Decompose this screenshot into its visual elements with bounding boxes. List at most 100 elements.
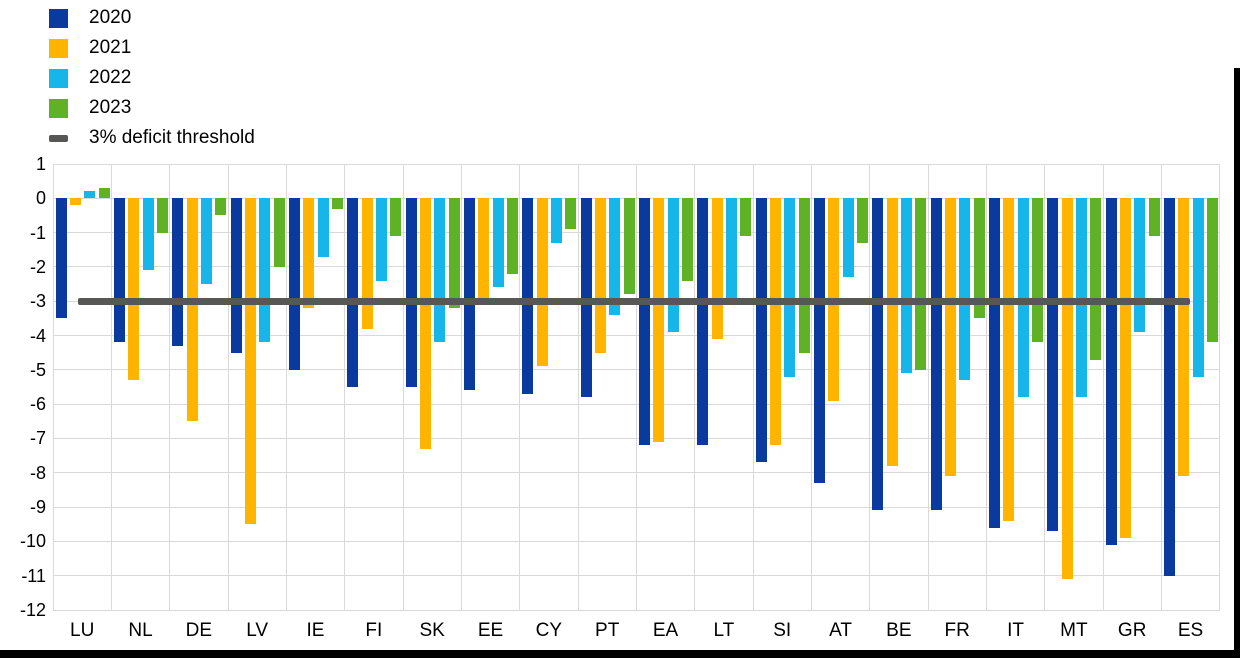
legend-color-swatch bbox=[49, 39, 68, 58]
bar-es-2021 bbox=[1178, 198, 1190, 477]
bar-es-2023 bbox=[1207, 198, 1218, 343]
y-axis-tick-label: -10 bbox=[19, 531, 46, 552]
legend-item-2020: 2020 bbox=[0, 7, 320, 29]
bar-mt-2021 bbox=[1061, 198, 1073, 580]
bar-be-2023 bbox=[915, 198, 927, 370]
y-axis-tick-label: 1 bbox=[35, 154, 46, 174]
bar-fi-2021 bbox=[361, 198, 373, 329]
bar-lu-2020 bbox=[55, 198, 67, 319]
bar-cy-2022 bbox=[550, 198, 562, 243]
bar-de-2022 bbox=[200, 198, 212, 285]
h-gridline bbox=[53, 609, 1220, 611]
y-axis-tick-label: -1 bbox=[29, 222, 46, 243]
bar-ea-2023 bbox=[682, 198, 693, 281]
bar-de-2020 bbox=[172, 198, 184, 346]
bar-lt-2023 bbox=[740, 198, 752, 237]
bar-lv-2022 bbox=[259, 198, 271, 343]
bar-ee-2022 bbox=[492, 198, 504, 288]
y-axis-tick-label: -7 bbox=[29, 428, 46, 449]
v-gridline bbox=[635, 164, 637, 610]
y-axis-tick-label: -8 bbox=[29, 462, 46, 483]
v-gridline bbox=[52, 164, 54, 610]
y-axis-tick-label: 0 bbox=[35, 188, 46, 209]
bar-ea-2021 bbox=[653, 198, 665, 442]
bar-ee-2021 bbox=[478, 198, 490, 305]
bar-lt-2020 bbox=[697, 198, 709, 446]
v-gridline bbox=[810, 164, 812, 610]
v-gridline bbox=[1160, 164, 1162, 610]
bar-fr-2021 bbox=[944, 198, 956, 477]
bar-gr-2020 bbox=[1105, 198, 1117, 545]
x-axis-label-nl: NL bbox=[128, 620, 153, 641]
bar-pt-2021 bbox=[594, 198, 606, 353]
bar-pt-2023 bbox=[623, 198, 635, 295]
legend-label: 3% deficit threshold bbox=[89, 127, 255, 148]
bar-be-2021 bbox=[886, 198, 898, 466]
x-axis-label-ie: IE bbox=[306, 620, 325, 641]
window-edge-bottom bbox=[0, 650, 1240, 658]
bar-it-2020 bbox=[988, 198, 1000, 528]
bar-sk-2023 bbox=[448, 198, 460, 309]
bar-si-2020 bbox=[755, 198, 767, 463]
bar-ie-2020 bbox=[288, 198, 300, 370]
bar-nl-2020 bbox=[113, 198, 125, 343]
bar-cy-2021 bbox=[536, 198, 548, 367]
x-axis-label-es: ES bbox=[1177, 620, 1204, 641]
bar-ie-2021 bbox=[303, 198, 315, 309]
v-gridline bbox=[227, 164, 229, 610]
bar-fr-2020 bbox=[930, 198, 942, 511]
bar-de-2023 bbox=[215, 198, 227, 216]
bar-be-2022 bbox=[900, 198, 912, 374]
window-edge-right bbox=[1234, 68, 1240, 658]
y-axis-tick-label: -12 bbox=[19, 600, 46, 620]
bar-at-2023 bbox=[857, 198, 868, 243]
bar-at-2022 bbox=[842, 198, 854, 278]
x-axis-label-it: IT bbox=[1007, 620, 1024, 641]
x-axis-label-lt: LT bbox=[713, 620, 735, 641]
x-axis-label-cy: CY bbox=[535, 620, 563, 641]
legend-label: 2020 bbox=[89, 7, 132, 28]
bar-cy-2023 bbox=[565, 198, 577, 230]
x-axis-label-lu: LU bbox=[70, 620, 95, 641]
v-gridline bbox=[1044, 164, 1046, 610]
y-axis-tick-label: -4 bbox=[29, 325, 46, 346]
v-gridline bbox=[1102, 164, 1104, 610]
bar-si-2023 bbox=[798, 198, 810, 353]
bar-be-2020 bbox=[872, 198, 884, 511]
v-gridline bbox=[285, 164, 287, 610]
deficit-threshold-line bbox=[78, 297, 1190, 305]
bar-lv-2020 bbox=[230, 198, 242, 353]
x-axis-label-be: BE bbox=[886, 620, 912, 641]
x-axis-label-sk: SK bbox=[419, 620, 445, 641]
bar-nl-2023 bbox=[156, 198, 168, 233]
bar-gr-2021 bbox=[1119, 198, 1131, 538]
x-axis-label-gr: GR bbox=[1117, 620, 1147, 641]
v-gridline bbox=[752, 164, 754, 610]
v-gridline bbox=[110, 164, 112, 610]
y-axis-tick-label: -5 bbox=[29, 359, 46, 380]
bar-mt-2020 bbox=[1047, 198, 1059, 532]
x-axis-label-ee: EE bbox=[477, 620, 504, 641]
legend-color-swatch bbox=[49, 9, 68, 28]
bar-lu-2022 bbox=[84, 191, 96, 199]
bar-gr-2022 bbox=[1134, 198, 1146, 333]
bar-lv-2021 bbox=[244, 198, 256, 525]
x-axis-label-de: DE bbox=[185, 620, 213, 641]
v-gridline bbox=[402, 164, 404, 610]
bar-it-2021 bbox=[1003, 198, 1015, 521]
v-gridline bbox=[694, 164, 696, 610]
legend-label: 2022 bbox=[89, 67, 132, 88]
legend-item-3-deficit-threshold: 3% deficit threshold bbox=[0, 127, 320, 149]
legend-color-swatch bbox=[49, 99, 68, 118]
legend-threshold-line-swatch bbox=[49, 135, 68, 142]
bar-pt-2022 bbox=[609, 198, 621, 315]
legend-label: 2023 bbox=[89, 97, 132, 118]
x-axis-label-lv: LV bbox=[246, 620, 269, 641]
legend-label: 2021 bbox=[89, 37, 132, 58]
v-gridline bbox=[1219, 164, 1221, 610]
bar-it-2023 bbox=[1032, 198, 1043, 343]
bar-de-2021 bbox=[186, 198, 198, 422]
legend-item-2023: 2023 bbox=[0, 97, 320, 119]
legend-color-swatch bbox=[49, 69, 68, 88]
